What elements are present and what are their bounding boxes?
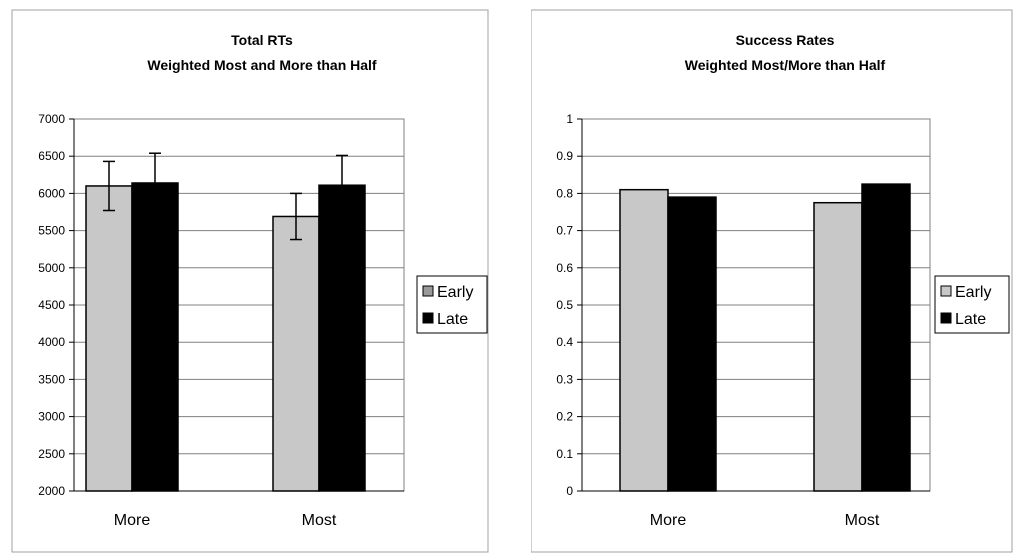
y-tick-label: 0.1 (556, 447, 573, 461)
legend: Early Late (416, 275, 488, 334)
legend-label-early: Early (437, 284, 473, 301)
chart-total-rts-svg: Total RTs Weighted Most and More than Ha… (11, 9, 489, 553)
y-tick-label: 0.4 (556, 335, 573, 349)
bar-early-more (619, 188, 669, 492)
chart-total-rts: Total RTs Weighted Most and More than Ha… (0, 0, 490, 554)
legend-swatch-early (940, 285, 952, 297)
y-tick-label: 7000 (38, 112, 65, 126)
y-tick-label: 0 (566, 484, 573, 498)
chart-title: Total RTs (231, 32, 293, 48)
y-tick-label: 2500 (38, 447, 65, 461)
y-tick-label: 0.3 (556, 372, 573, 386)
y-tick-label: 4000 (38, 335, 65, 349)
y-tick-label: 0.7 (556, 224, 573, 238)
bar-early-most (813, 201, 863, 492)
y-tick-label: 5500 (38, 224, 65, 238)
bar-early-more (85, 185, 133, 492)
x-tick-label: More (114, 512, 151, 529)
y-tick-label: 4500 (38, 298, 65, 312)
legend-swatch-late (422, 312, 434, 324)
y-tick-label: 1 (566, 112, 573, 126)
legend-label-early: Early (955, 284, 991, 301)
bar-late-more (667, 196, 717, 492)
bar-late-more (131, 182, 179, 492)
y-tick-label: 6500 (38, 149, 65, 163)
chart-success-rates-svg: Success Rates Weighted Most/More than Ha… (530, 9, 1013, 553)
y-tick-label: 6000 (38, 186, 65, 200)
chart-success-rates: Success Rates Weighted Most/More than Ha… (530, 0, 1014, 554)
legend-swatch-late (940, 312, 952, 324)
y-tick-label: 0.9 (556, 149, 573, 163)
y-tick-label: 0.6 (556, 261, 573, 275)
x-tick-label: Most (845, 512, 880, 529)
chart-subtitle: Weighted Most and More than Half (147, 57, 377, 73)
legend: Early Late (934, 275, 1010, 334)
y-tick-label: 3500 (38, 372, 65, 386)
bar-late-most (861, 183, 911, 492)
y-tick-label: 3000 (38, 410, 65, 424)
x-tick-label: Most (302, 512, 337, 529)
y-tick-label: 2000 (38, 484, 65, 498)
y-tick-label: 0.8 (556, 186, 573, 200)
bar-early-most (272, 215, 320, 492)
y-tick-label: 0.5 (556, 298, 573, 312)
y-tick-label: 0.2 (556, 410, 573, 424)
legend-label-late: Late (955, 311, 986, 328)
chart-subtitle: Weighted Most/More than Half (685, 57, 886, 73)
chart-title: Success Rates (736, 32, 835, 48)
bar-late-most (318, 184, 366, 492)
legend-label-late: Late (437, 311, 468, 328)
x-tick-label: More (650, 512, 687, 529)
y-tick-label: 5000 (38, 261, 65, 275)
legend-swatch-early (422, 285, 434, 297)
